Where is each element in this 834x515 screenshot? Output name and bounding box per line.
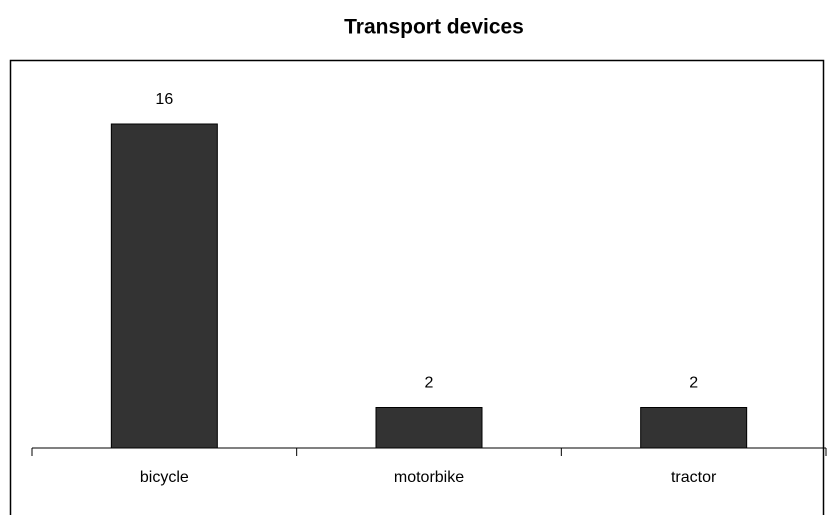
bar	[110, 123, 218, 449]
x-tick-label: motorbike	[394, 469, 464, 486]
bar	[375, 407, 483, 449]
chart-title: Transport devices	[344, 16, 524, 39]
data-label: 2	[689, 375, 698, 392]
bar	[640, 407, 748, 449]
data-label: 16	[155, 91, 173, 108]
x-tick-label: bicycle	[140, 469, 189, 486]
data-label: 2	[425, 375, 434, 392]
x-tick-label: tractor	[671, 469, 717, 486]
